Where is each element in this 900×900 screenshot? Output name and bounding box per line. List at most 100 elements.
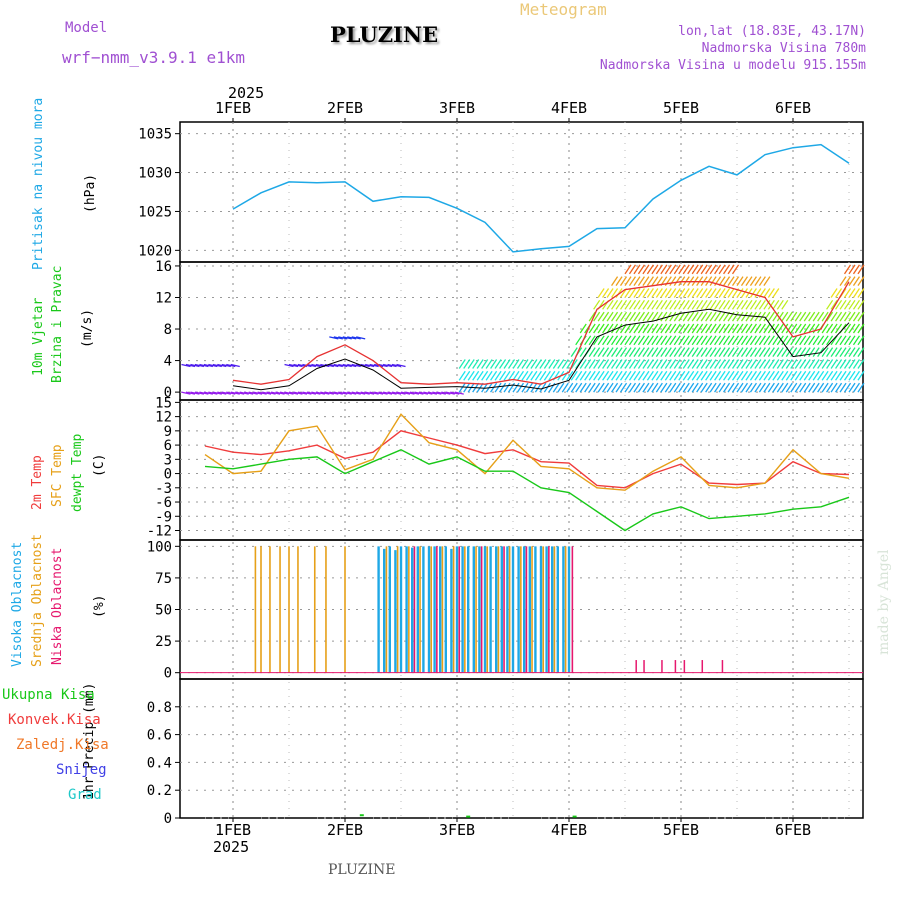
wind-barb xyxy=(651,370,659,381)
wind-barb xyxy=(391,363,402,368)
wind-barb xyxy=(611,276,619,287)
wind-barb xyxy=(208,363,218,368)
wind-barb xyxy=(356,391,366,395)
wind-barb xyxy=(342,336,352,340)
wind-barb xyxy=(539,359,547,369)
wind-barb xyxy=(714,347,722,357)
wind-barb xyxy=(534,359,542,369)
wind-barb xyxy=(606,382,614,393)
wind-barb xyxy=(843,311,852,322)
wind-barb xyxy=(628,264,637,275)
wind-barb xyxy=(696,359,704,369)
wind-barb xyxy=(557,382,565,393)
wind-barb xyxy=(857,288,865,298)
wind-barb xyxy=(745,276,753,287)
wind-barb xyxy=(588,347,596,357)
wind-barb xyxy=(481,382,489,393)
wind-barb xyxy=(678,382,686,393)
wind-barb xyxy=(597,311,605,322)
wind-barb xyxy=(772,323,780,334)
wind-barb xyxy=(633,299,641,310)
wind-barb xyxy=(772,382,780,393)
wind-barb xyxy=(848,264,856,275)
wind-barb xyxy=(821,359,829,369)
wind-barb xyxy=(763,382,771,393)
wind-barb xyxy=(830,335,838,346)
wind-barb xyxy=(566,382,574,393)
wind-barb xyxy=(615,311,623,322)
wind-barb xyxy=(212,363,222,368)
y-tick-label: 16 xyxy=(155,259,172,275)
wind-unit: (m/s) xyxy=(80,308,95,348)
wind-barb xyxy=(700,299,708,310)
wind-barb xyxy=(718,264,726,275)
wind-barb xyxy=(848,335,856,346)
wind-barb xyxy=(217,363,227,368)
wind-barb xyxy=(848,323,856,334)
wind-barb xyxy=(566,370,574,381)
temp2m-label: 2m Temp xyxy=(30,455,45,510)
wind-barb xyxy=(745,382,753,393)
wind-barb xyxy=(253,391,263,395)
wind-barb xyxy=(830,347,838,357)
wind-barb xyxy=(593,323,601,334)
wind-barb xyxy=(745,323,753,334)
wind-barb xyxy=(669,382,677,393)
wind-barb xyxy=(611,347,619,357)
wind-barb xyxy=(619,311,628,322)
wind-barb xyxy=(790,323,798,334)
wind-barb xyxy=(673,359,681,369)
wind-barb xyxy=(754,382,762,393)
wind-barb xyxy=(700,359,708,369)
wind-gust-line xyxy=(232,281,850,385)
wind-barb xyxy=(826,335,834,346)
footer-title: PLUZINE xyxy=(328,862,396,878)
wind-barb xyxy=(655,382,663,393)
wind-barb xyxy=(606,323,614,334)
wind-barb xyxy=(575,359,583,369)
wind-barb xyxy=(575,370,583,381)
wind-barb xyxy=(579,382,587,393)
wind-barb xyxy=(740,382,749,393)
wind-barb xyxy=(843,370,852,381)
wind-barb xyxy=(803,335,811,346)
wind-barb xyxy=(467,370,475,381)
wind-barb xyxy=(794,359,802,369)
wind-barb xyxy=(226,391,236,395)
wind-barb xyxy=(731,311,740,322)
wind-barb xyxy=(619,382,628,393)
wind-barb xyxy=(794,311,802,322)
wind-barb xyxy=(660,370,668,381)
wind-barb xyxy=(597,370,605,381)
wind-barb xyxy=(570,370,578,381)
x-tick-label-bottom: 6FEB xyxy=(775,821,811,839)
wind-barb xyxy=(709,276,717,287)
precip-bar xyxy=(359,814,364,817)
wind-barb xyxy=(512,382,520,393)
wind-barb xyxy=(763,359,771,369)
wind-barb xyxy=(758,299,766,310)
wind-barb xyxy=(669,299,677,310)
wind-barb xyxy=(749,299,757,310)
wind-barb xyxy=(852,347,861,357)
wind-barb xyxy=(669,264,677,275)
wind-barb xyxy=(794,347,802,357)
wind-barb xyxy=(387,363,397,368)
bottom-year-label: 2025 xyxy=(213,838,250,856)
wind-barb xyxy=(633,370,641,381)
wind-barb xyxy=(414,391,424,395)
y-tick-label: 8 xyxy=(164,322,172,338)
wind-barb xyxy=(817,335,825,346)
wind-barb xyxy=(655,299,663,310)
wind-barb xyxy=(602,311,610,322)
wind-barb xyxy=(745,311,753,322)
wind-barb xyxy=(852,311,861,322)
wind-barb xyxy=(284,391,294,395)
wind-barb xyxy=(664,299,672,310)
wind-barb xyxy=(839,370,847,381)
wind-barb xyxy=(696,323,704,334)
wind-barb xyxy=(552,382,560,393)
wind-barb xyxy=(669,311,677,322)
wind-barb xyxy=(839,347,847,357)
wind-barb xyxy=(543,370,551,381)
